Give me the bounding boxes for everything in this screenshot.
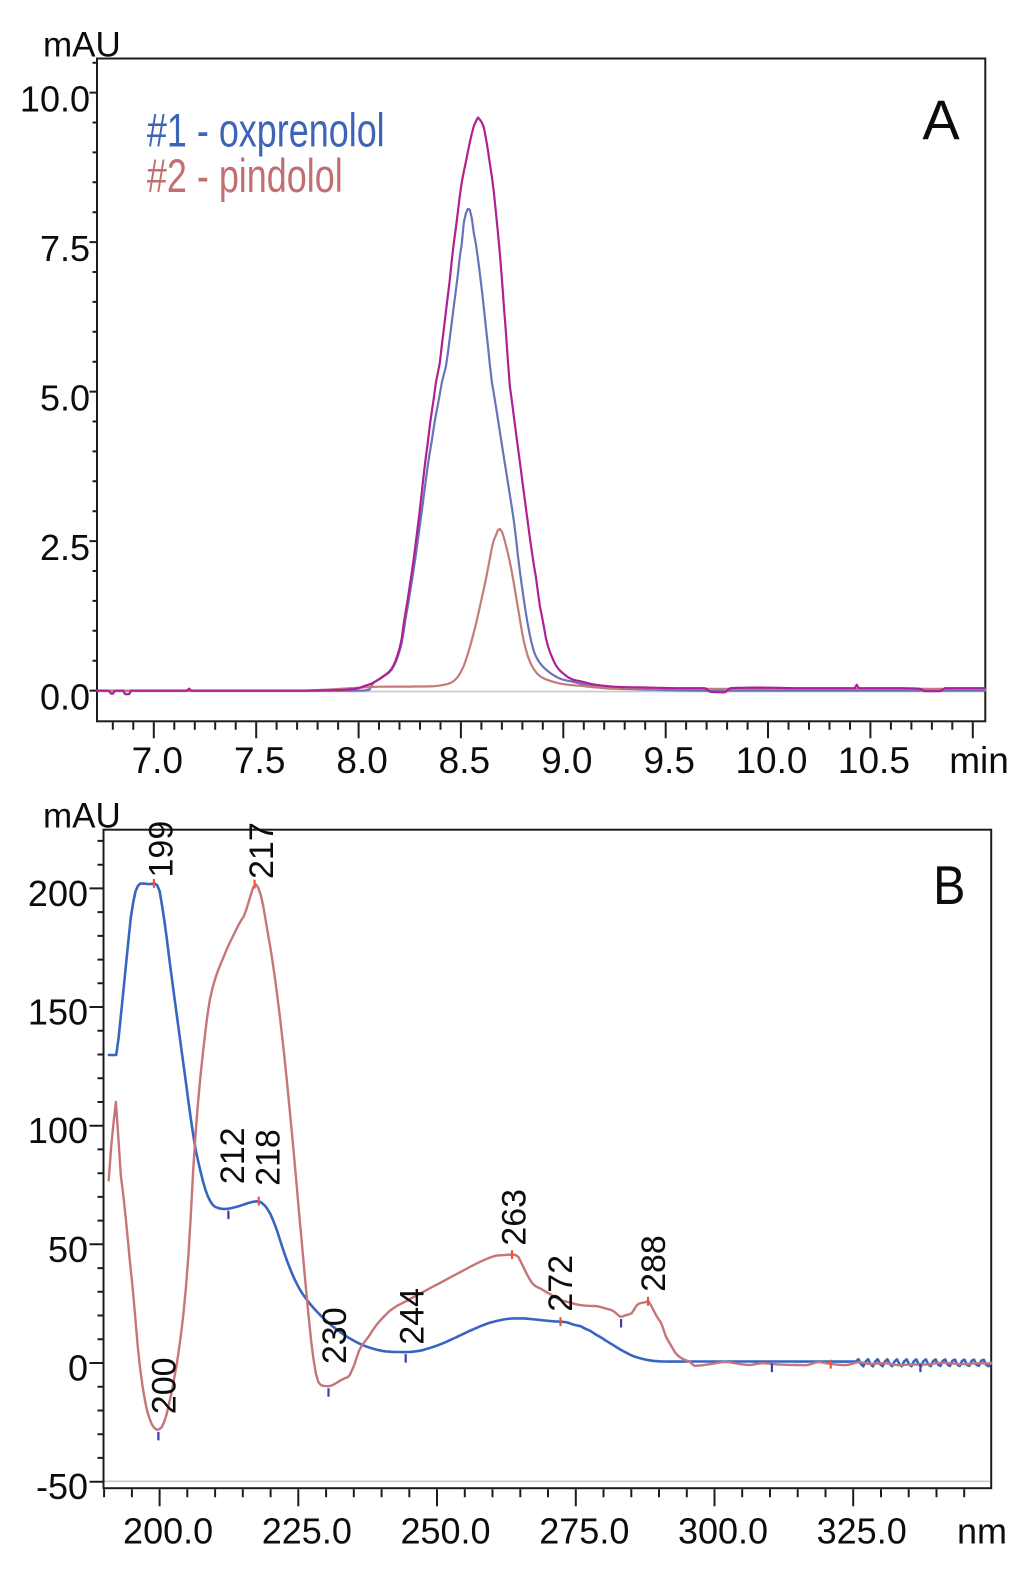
svg-text:8.5: 8.5 — [439, 740, 490, 781]
svg-text:B: B — [933, 854, 965, 916]
svg-text:225.0: 225.0 — [262, 1511, 352, 1552]
svg-text:7.5: 7.5 — [40, 228, 90, 269]
svg-text:263: 263 — [496, 1189, 534, 1246]
svg-text:200: 200 — [28, 873, 88, 914]
svg-text:0: 0 — [68, 1348, 88, 1389]
svg-text:272: 272 — [542, 1255, 580, 1312]
svg-text:217: 217 — [243, 822, 281, 879]
svg-text:A: A — [922, 88, 960, 151]
svg-text:nm: nm — [957, 1511, 1007, 1552]
svg-text:288: 288 — [635, 1235, 673, 1292]
svg-text:9.0: 9.0 — [541, 740, 592, 781]
svg-text:#1 - oxprenolol: #1 - oxprenolol — [147, 104, 385, 157]
svg-text:mAU: mAU — [43, 796, 121, 835]
svg-text:275.0: 275.0 — [539, 1511, 629, 1552]
svg-text:200: 200 — [146, 1357, 184, 1414]
svg-text:8.0: 8.0 — [336, 740, 387, 781]
svg-text:0.0: 0.0 — [40, 677, 90, 718]
svg-text:7.5: 7.5 — [234, 740, 285, 781]
svg-text:199: 199 — [142, 821, 180, 878]
svg-text:150: 150 — [28, 992, 88, 1033]
svg-text:min: min — [949, 740, 1009, 781]
svg-text:2.5: 2.5 — [40, 527, 90, 568]
svg-text:7.0: 7.0 — [132, 740, 183, 781]
svg-text:200.0: 200.0 — [123, 1511, 213, 1552]
svg-text:212: 212 — [214, 1127, 252, 1184]
svg-text:5.0: 5.0 — [40, 378, 90, 419]
svg-text:9.5: 9.5 — [643, 740, 694, 781]
svg-text:10.0: 10.0 — [735, 740, 807, 781]
svg-text:230: 230 — [316, 1307, 354, 1364]
svg-text:325.0: 325.0 — [817, 1511, 907, 1552]
svg-text:250.0: 250.0 — [400, 1511, 490, 1552]
svg-text:50: 50 — [48, 1229, 88, 1270]
svg-text:#2 - pindolol: #2 - pindolol — [147, 149, 343, 202]
svg-text:100: 100 — [28, 1110, 88, 1151]
svg-text:218: 218 — [250, 1129, 288, 1186]
svg-text:mAU: mAU — [43, 25, 121, 64]
svg-text:10.0: 10.0 — [20, 79, 90, 120]
svg-text:10.5: 10.5 — [838, 740, 910, 781]
svg-text:300.0: 300.0 — [678, 1511, 768, 1552]
svg-text:-50: -50 — [36, 1466, 88, 1507]
svg-text:244: 244 — [393, 1288, 431, 1345]
